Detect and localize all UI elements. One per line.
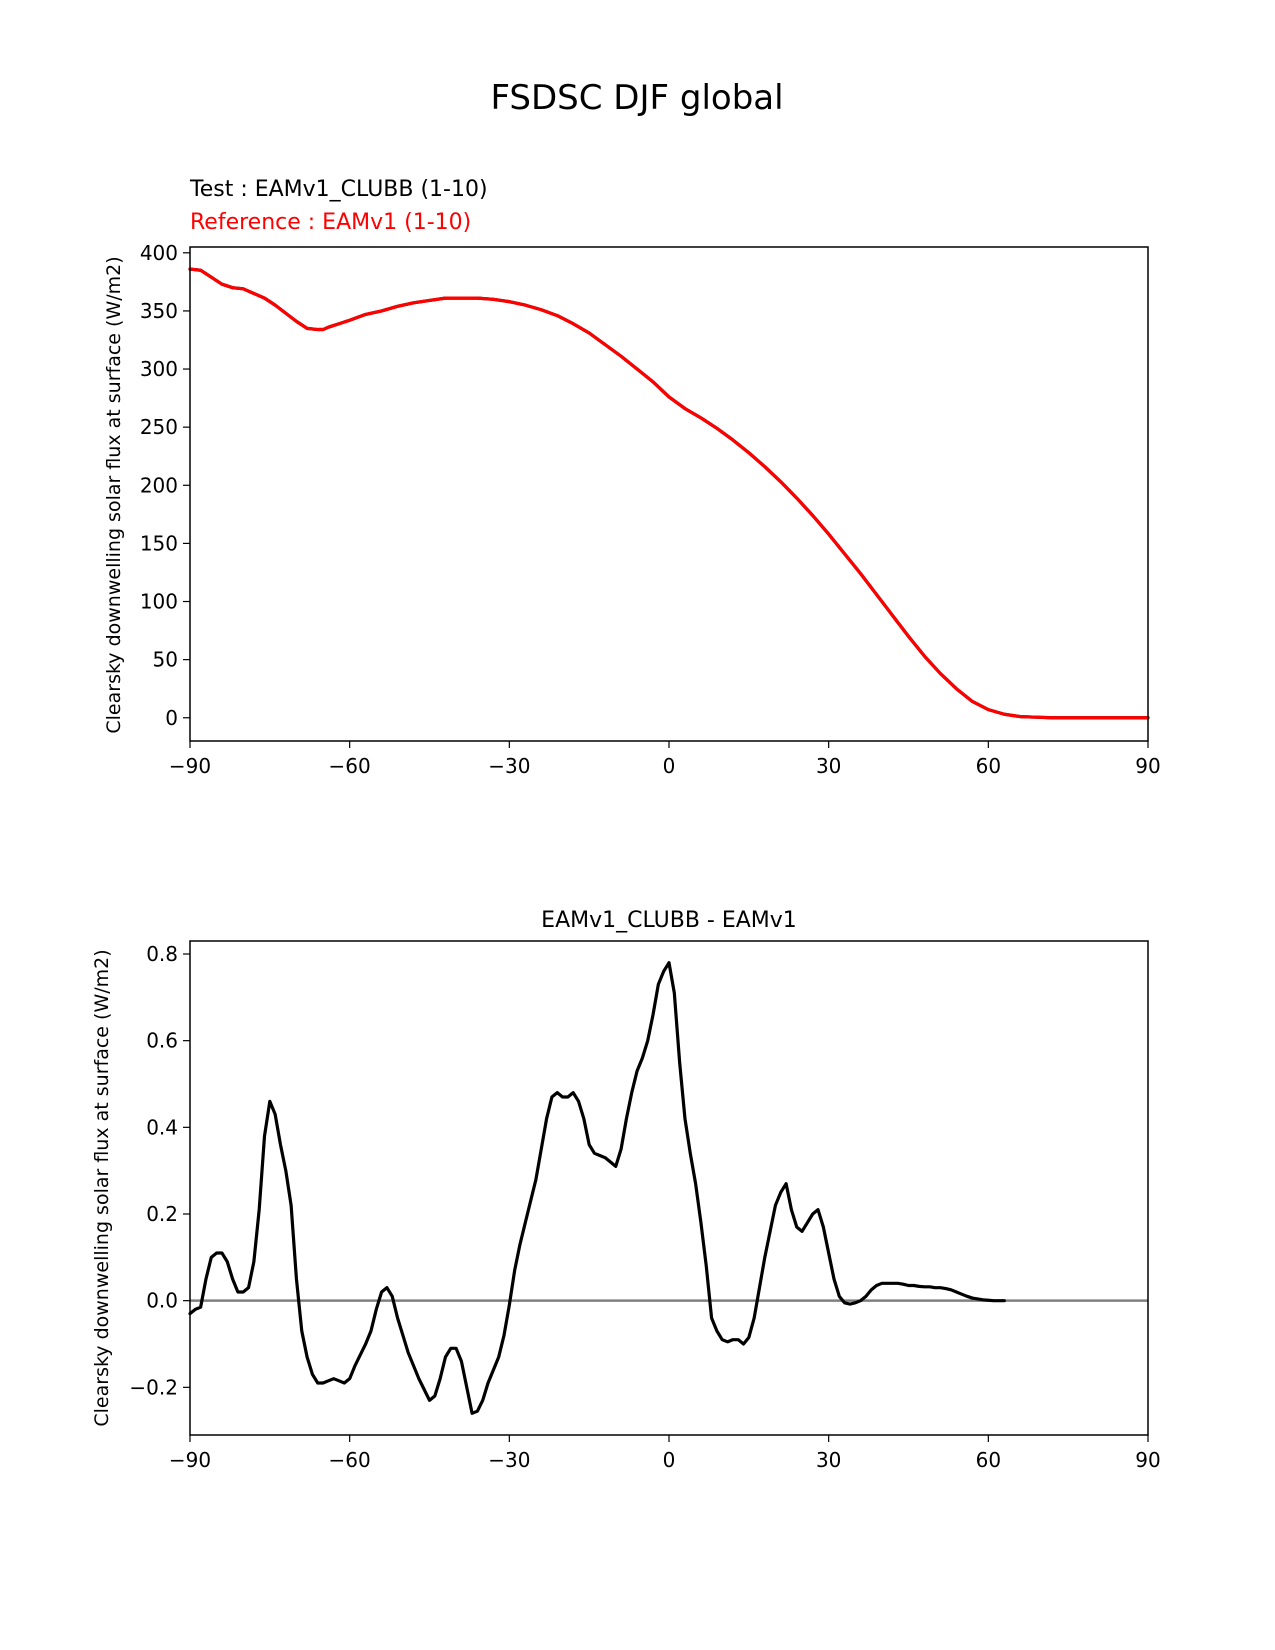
top-ytick-label: 200 <box>140 473 178 497</box>
bottom-ytick-label: 0.6 <box>146 1029 178 1053</box>
bottom-ytick-label: 0.0 <box>146 1289 178 1313</box>
bottom-ytick-label: 0.4 <box>146 1115 178 1139</box>
top-xtick-label: −60 <box>329 754 371 778</box>
bottom-xtick-label: −60 <box>329 1448 371 1472</box>
bottom-xtick-label: −90 <box>169 1448 211 1472</box>
bottom-xtick-label: 30 <box>816 1448 841 1472</box>
bottom-xtick-label: 60 <box>976 1448 1001 1472</box>
bottom-plot-frame <box>189 940 1149 1436</box>
top-xtick-label: 90 <box>1135 754 1160 778</box>
bottom-ylabel: Clearsky downwelling solar flux at surfa… <box>91 949 113 1426</box>
bottom-ytick-label: −0.2 <box>129 1375 178 1399</box>
top-ytick-label: 50 <box>153 648 178 672</box>
bottom-ytick-label: 0.8 <box>146 942 178 966</box>
top-xtick-label: 0 <box>663 754 676 778</box>
top-series-lines <box>188 267 1150 720</box>
top-xtick-label: −30 <box>488 754 530 778</box>
bottom-ytick-label: 0.2 <box>146 1202 178 1226</box>
top-xtick-label: 30 <box>816 754 841 778</box>
top-series-line-0 <box>188 267 1150 720</box>
top-series-line-1 <box>188 267 1150 720</box>
top-ylabel: Clearsky downwelling solar flux at surfa… <box>103 256 125 733</box>
top-ytick-label: 100 <box>140 590 178 614</box>
top-plot-frame <box>189 246 1149 742</box>
top-panel: Test : EAMv1_CLUBB (1-10) Reference : EA… <box>103 177 1161 778</box>
top-ytick-label: 250 <box>140 415 178 439</box>
top-ytick-label: 400 <box>140 241 178 265</box>
reference-label: Reference : EAMv1 (1-10) <box>190 210 471 235</box>
top-ytick-label: 0 <box>165 706 178 730</box>
top-ytick-label: 150 <box>140 531 178 555</box>
top-ytick-label: 350 <box>140 299 178 323</box>
top-xtick-label: 60 <box>976 754 1001 778</box>
figure-title: FSDSC DJF global <box>490 78 783 118</box>
bottom-xtick-label: −30 <box>488 1448 530 1472</box>
bottom-xtick-label: 0 <box>663 1448 676 1472</box>
bottom-title: EAMv1_CLUBB - EAMv1 <box>541 908 797 933</box>
bottom-series-lines <box>188 961 1148 1415</box>
bottom-panel: EAMv1_CLUBB - EAMv1 Clearsky downwelling… <box>91 908 1161 1472</box>
bottom-series-line-0 <box>188 961 1006 1415</box>
top-xtick-label: −90 <box>169 754 211 778</box>
top-ytick-label: 300 <box>140 357 178 381</box>
top-axis-ticks: −90 −60 −30 0 30 60 90 0 50 100 150 200 250 300 350 400 <box>140 241 1161 778</box>
bottom-axis-ticks: −90 −60 −30 0 30 60 90 −0.2 0.0 0.2 0.4 0.6 0.8 <box>129 942 1160 1472</box>
test-label: Test : EAMv1_CLUBB (1-10) <box>189 177 488 202</box>
bottom-xtick-label: 90 <box>1135 1448 1160 1472</box>
